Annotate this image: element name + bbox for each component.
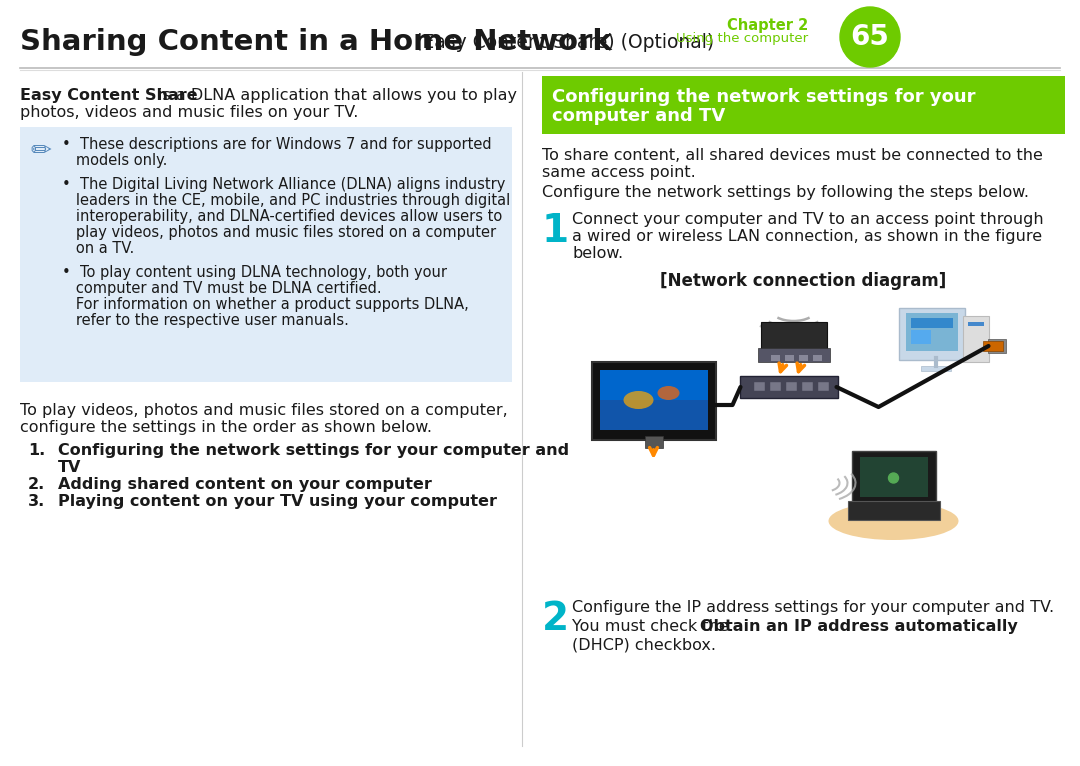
FancyBboxPatch shape: [860, 457, 928, 497]
Text: ✏: ✏: [30, 139, 51, 163]
Text: play videos, photos and music files stored on a computer: play videos, photos and music files stor…: [62, 225, 496, 240]
Text: Easy Content Share: Easy Content Share: [21, 88, 198, 103]
FancyBboxPatch shape: [21, 127, 512, 382]
Text: a wired or wireless LAN connection, as shown in the figure: a wired or wireless LAN connection, as s…: [572, 229, 1042, 244]
Circle shape: [840, 7, 900, 67]
Text: (Easy Content Share) (Optional): (Easy Content Share) (Optional): [415, 32, 714, 51]
Text: interoperability, and DLNA-certified devices allow users to: interoperability, and DLNA-certified dev…: [62, 209, 502, 224]
Text: models only.: models only.: [62, 153, 167, 168]
Text: refer to the respective user manuals.: refer to the respective user manuals.: [62, 313, 349, 328]
FancyBboxPatch shape: [770, 381, 781, 391]
Text: Chapter 2: Chapter 2: [727, 18, 808, 33]
FancyBboxPatch shape: [813, 355, 822, 361]
FancyBboxPatch shape: [920, 366, 950, 371]
FancyBboxPatch shape: [983, 341, 1002, 351]
FancyBboxPatch shape: [785, 355, 794, 361]
Text: computer and TV must be DLNA certified.: computer and TV must be DLNA certified.: [62, 281, 381, 296]
Text: Obtain an IP address automatically: Obtain an IP address automatically: [700, 619, 1017, 634]
FancyBboxPatch shape: [645, 436, 662, 448]
Ellipse shape: [658, 386, 679, 400]
Text: same access point.: same access point.: [542, 165, 696, 180]
Text: Using the computer: Using the computer: [676, 32, 808, 45]
FancyBboxPatch shape: [542, 76, 1065, 134]
Ellipse shape: [623, 391, 653, 409]
Text: For information on whether a product supports DLNA,: For information on whether a product sup…: [62, 297, 469, 312]
Text: Adding shared content on your computer: Adding shared content on your computer: [58, 477, 432, 492]
Text: on a TV.: on a TV.: [62, 241, 134, 256]
FancyBboxPatch shape: [851, 451, 935, 505]
FancyBboxPatch shape: [599, 370, 707, 400]
Text: •  These descriptions are for Windows 7 and for supported: • These descriptions are for Windows 7 a…: [62, 137, 491, 152]
Text: photos, videos and music files on your TV.: photos, videos and music files on your T…: [21, 105, 359, 120]
Text: 3.: 3.: [28, 494, 45, 509]
Text: Configuring the network settings for your computer and: Configuring the network settings for you…: [58, 443, 569, 458]
FancyBboxPatch shape: [802, 381, 813, 391]
Text: Connect your computer and TV to an access point through: Connect your computer and TV to an acces…: [572, 212, 1043, 227]
FancyBboxPatch shape: [818, 381, 829, 391]
FancyBboxPatch shape: [987, 339, 1005, 353]
Text: is a DLNA application that allows you to play: is a DLNA application that allows you to…: [158, 88, 517, 103]
Text: 1: 1: [542, 212, 569, 250]
FancyBboxPatch shape: [754, 381, 765, 391]
Text: •  To play content using DLNA technology, both your: • To play content using DLNA technology,…: [62, 265, 447, 280]
FancyBboxPatch shape: [771, 355, 780, 361]
FancyBboxPatch shape: [599, 370, 707, 430]
FancyBboxPatch shape: [968, 322, 984, 326]
Text: To share content, all shared devices must be connected to the: To share content, all shared devices mus…: [542, 148, 1043, 163]
FancyBboxPatch shape: [799, 355, 808, 361]
Text: To play videos, photos and music files stored on a computer,: To play videos, photos and music files s…: [21, 403, 508, 418]
Text: leaders in the CE, mobile, and PC industries through digital: leaders in the CE, mobile, and PC indust…: [62, 193, 510, 208]
FancyBboxPatch shape: [786, 381, 797, 391]
Text: 1.: 1.: [28, 443, 45, 458]
FancyBboxPatch shape: [760, 322, 826, 352]
Text: 65: 65: [851, 23, 890, 51]
FancyBboxPatch shape: [592, 362, 715, 440]
FancyBboxPatch shape: [848, 501, 940, 520]
FancyBboxPatch shape: [757, 348, 829, 362]
Text: •  The Digital Living Network Alliance (DLNA) aligns industry: • The Digital Living Network Alliance (D…: [62, 177, 505, 192]
FancyBboxPatch shape: [740, 376, 837, 398]
FancyBboxPatch shape: [905, 313, 958, 351]
Text: (DHCP) checkbox.: (DHCP) checkbox.: [572, 638, 716, 653]
FancyBboxPatch shape: [910, 318, 953, 328]
Text: configure the settings in the order as shown below.: configure the settings in the order as s…: [21, 420, 432, 435]
FancyBboxPatch shape: [962, 316, 988, 362]
Ellipse shape: [828, 502, 959, 540]
Text: Sharing Content in a Home Network: Sharing Content in a Home Network: [21, 28, 612, 56]
FancyBboxPatch shape: [899, 308, 964, 360]
Text: 2: 2: [542, 600, 569, 638]
Text: computer and TV: computer and TV: [552, 107, 726, 125]
Text: You must check the: You must check the: [572, 619, 734, 634]
FancyBboxPatch shape: [910, 330, 931, 344]
Text: Configure the IP address settings for your computer and TV.: Configure the IP address settings for yo…: [572, 600, 1054, 615]
Circle shape: [889, 473, 899, 483]
Text: Configuring the network settings for your: Configuring the network settings for you…: [552, 88, 975, 106]
Text: below.: below.: [572, 246, 623, 261]
Text: 2.: 2.: [28, 477, 45, 492]
Text: [Network connection diagram]: [Network connection diagram]: [660, 272, 947, 290]
Text: TV: TV: [58, 460, 81, 475]
Text: Playing content on your TV using your computer: Playing content on your TV using your co…: [58, 494, 497, 509]
Text: Configure the network settings by following the steps below.: Configure the network settings by follow…: [542, 185, 1029, 200]
